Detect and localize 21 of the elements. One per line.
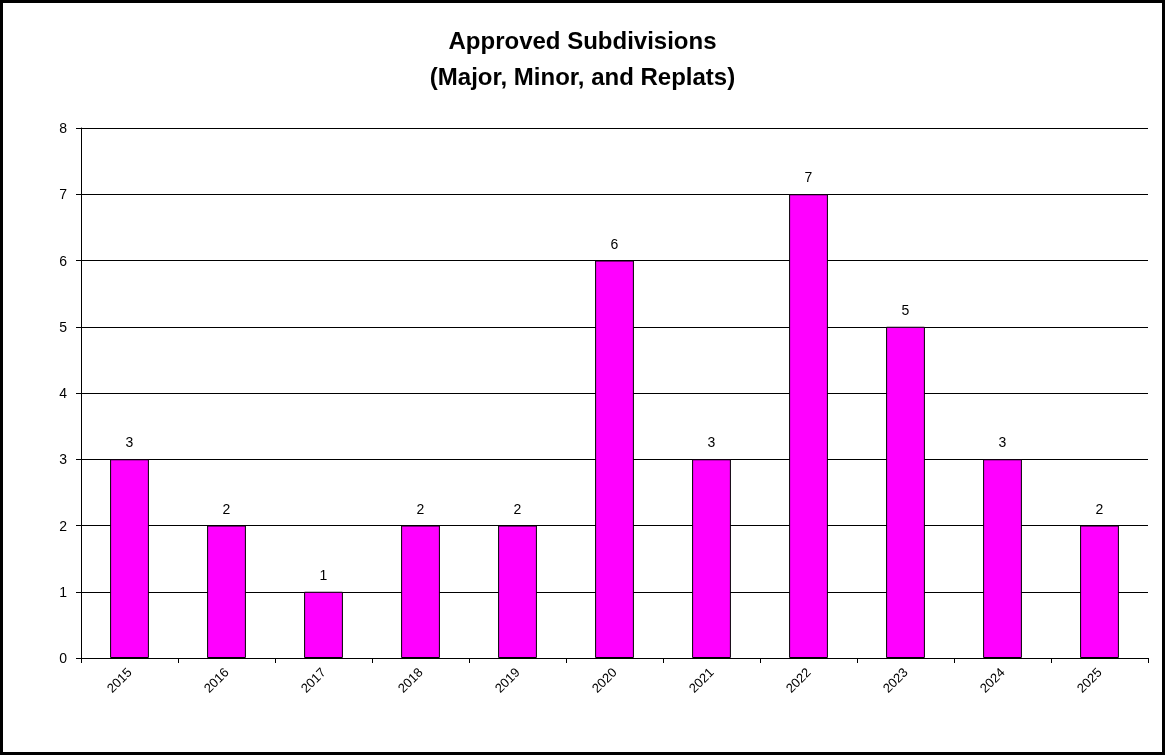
data-label: 2	[1095, 500, 1104, 517]
y-tick-label: 1	[59, 583, 68, 600]
data-label: 3	[998, 434, 1007, 451]
data-label: 3	[125, 434, 134, 451]
y-tick-label: 0	[59, 650, 68, 666]
data-label: 3	[707, 434, 716, 451]
chart-title: Approved Subdivisions (Major, Minor, and Replats)	[429, 26, 736, 90]
data-label: 1	[319, 566, 328, 583]
data-label: 6	[610, 235, 619, 252]
y-tick-label: 2	[59, 517, 68, 534]
data-label: 5	[901, 301, 910, 318]
data-label: 2	[222, 500, 231, 517]
y-tick-label: 6	[59, 252, 68, 269]
y-tick-label: 8	[59, 120, 68, 136]
data-label: 7	[804, 169, 813, 186]
y-tick-label: 7	[59, 186, 68, 203]
data-label: 2	[513, 500, 522, 517]
y-tick-label: 5	[59, 318, 68, 335]
y-tick-label: 4	[59, 385, 68, 401]
data-label: 2	[416, 500, 425, 517]
y-tick-label: 3	[59, 451, 68, 468]
